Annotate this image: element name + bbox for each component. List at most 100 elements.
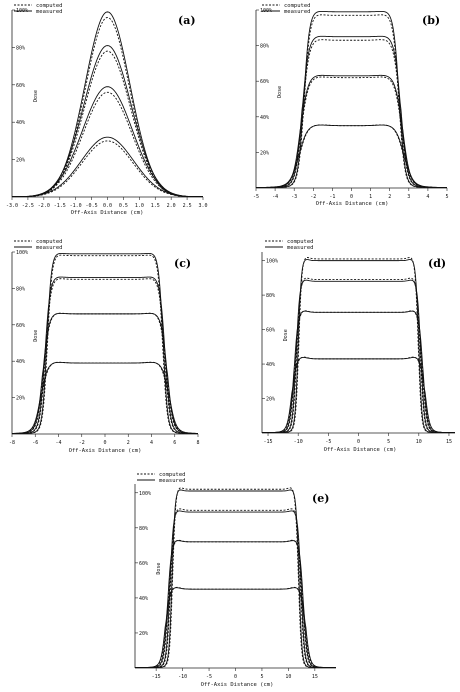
y-tick-label: 20%	[16, 396, 25, 402]
x-tick-label: 0.0	[103, 203, 112, 209]
x-tick-label: -5	[206, 674, 212, 680]
computed-curve-4	[12, 361, 198, 434]
x-tick-label: -15	[152, 674, 161, 680]
x-tick-label: 5	[445, 194, 448, 200]
y-axis-label: Dose	[283, 329, 289, 341]
y-tick-label: 80%	[139, 526, 148, 532]
y-tick-label: 100%	[139, 491, 151, 497]
measured-curve-4	[11, 361, 199, 434]
measured-curve-2	[135, 510, 336, 668]
y-tick-label: 20%	[266, 397, 275, 403]
x-tick-label: 15	[312, 674, 318, 680]
x-tick-label: -3.0	[6, 203, 18, 209]
y-tick-label: 60%	[16, 83, 25, 89]
x-tick-label: -10	[294, 439, 303, 445]
measured-curve-1	[262, 259, 455, 433]
x-tick-label: -5	[253, 194, 259, 200]
x-axis-label: Off-Axis Distance (cm)	[201, 682, 274, 688]
measured-curve-3	[12, 312, 198, 434]
y-tick-label: 40%	[16, 120, 25, 126]
y-tick-label: 100%	[266, 259, 278, 265]
y-tick-label: 100%	[16, 250, 28, 256]
panel-label: (d)	[428, 257, 446, 270]
x-tick-label: 2	[388, 194, 391, 200]
chart-panel-5: 20% 40% 60% 80% 100% -15 -10 -5 0 5 10 15 Off-Axis D…	[134, 472, 336, 688]
chart-panel-4: 20% 40% 60% 80% 100% -15 -10 -5 0 5 10 15 Off-Axis D…	[261, 239, 455, 453]
computed-curve-1	[12, 17, 203, 197]
x-tick-label: 3	[407, 194, 410, 200]
measured-curve-3	[135, 540, 336, 668]
x-tick-label: -1	[329, 194, 335, 200]
y-axis-label: Dose	[33, 330, 39, 342]
x-tick-label: 0	[350, 194, 353, 200]
x-tick-label: 5	[387, 439, 390, 445]
y-tick-label: 40%	[266, 362, 275, 368]
x-tick-label: 0	[234, 674, 237, 680]
x-tick-label: -6	[32, 440, 38, 446]
legend-computed-label: computed	[284, 3, 311, 9]
x-tick-label: -10	[178, 674, 187, 680]
legend-computed-label: computed	[36, 3, 63, 9]
x-tick-label: 4	[426, 194, 429, 200]
x-tick-label: 10	[285, 674, 291, 680]
x-tick-label: 8	[196, 440, 199, 446]
legend-measured-label: measured	[36, 245, 63, 251]
legend-computed-label: computed	[159, 472, 186, 478]
chart-panel-3: 20% 40% 60% 80% 100% -8 -6 -4 -2 0 2 4 6 8 Off-Axis Di…	[9, 239, 200, 454]
legend-measured-label: measured	[287, 245, 314, 251]
measured-curve-1	[135, 489, 336, 668]
x-tick-label: -5	[325, 439, 331, 445]
x-tick-label: 0	[103, 440, 106, 446]
y-tick-label: 60%	[16, 323, 25, 329]
panel-label: (a)	[178, 14, 196, 27]
x-axis-label: Off-Axis Distance (cm)	[316, 201, 389, 207]
x-tick-label: -1.0	[70, 203, 82, 209]
y-axis-label: Dose	[156, 563, 162, 575]
legend-computed-label: computed	[36, 239, 63, 245]
y-tick-label: 40%	[260, 115, 269, 121]
x-tick-label: -1.5	[54, 203, 66, 209]
measured-curve-1	[12, 11, 203, 197]
y-tick-label: 20%	[16, 158, 25, 164]
x-tick-label: -2	[79, 440, 85, 446]
x-tick-label: 4	[150, 440, 153, 446]
y-tick-label: 20%	[260, 150, 269, 156]
computed-curve-4	[12, 140, 203, 197]
x-tick-label: 0.5	[119, 203, 128, 209]
measured-curve-3	[12, 86, 203, 197]
computed-curve-1	[262, 257, 455, 433]
measured-curve-2	[262, 279, 455, 433]
computed-curve-2	[262, 277, 455, 433]
y-tick-label: 80%	[16, 286, 25, 292]
measured-curve-1	[256, 10, 447, 188]
measured-curve-4	[135, 587, 336, 668]
computed-curve-4	[256, 124, 447, 188]
measured-curve-2	[256, 35, 447, 188]
computed-curve-3	[256, 76, 447, 188]
chart-panel-1: 20%40%60%80%100%-3.0 -2.5 -2.0 -1.5 -1.0 -0.5…	[6, 3, 208, 216]
x-tick-label: -3	[291, 194, 297, 200]
computed-curve-4	[262, 356, 455, 433]
legend-computed-label: computed	[287, 239, 314, 245]
x-tick-label: 1.5	[151, 203, 160, 209]
x-tick-label: 1.0	[135, 203, 144, 209]
y-tick-label: 60%	[260, 79, 269, 85]
chart-panel-2: 20%40%60%80%100%-5 -4 -3 -2 -1 0 1 2 3 4 5Off-Axis…	[253, 3, 449, 207]
x-tick-label: -15	[264, 439, 273, 445]
measured-curve-4	[256, 124, 447, 188]
measured-curve-2	[12, 45, 203, 197]
x-tick-label: 2.5	[183, 203, 192, 209]
measured-curve-3	[262, 310, 455, 433]
y-tick-label: 40%	[139, 596, 148, 602]
x-tick-label: 2	[127, 440, 130, 446]
x-tick-label: 5	[260, 674, 263, 680]
y-tick-label: 60%	[139, 561, 148, 567]
x-tick-label: 1	[369, 194, 372, 200]
legend-measured-label: measured	[159, 478, 186, 484]
computed-curve-3	[135, 539, 336, 668]
y-axis-label: Dose	[277, 86, 283, 98]
x-tick-label: 6	[173, 440, 176, 446]
x-tick-label: -4	[55, 440, 61, 446]
measured-curve-2	[12, 276, 198, 434]
